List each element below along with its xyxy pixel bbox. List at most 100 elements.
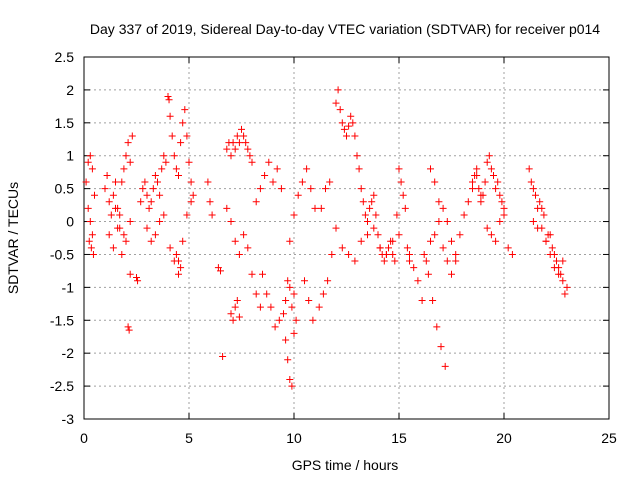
data-point <box>555 270 563 278</box>
data-point <box>118 178 126 186</box>
y-tick-label: 2 <box>66 82 74 98</box>
data-point <box>336 106 344 114</box>
data-point <box>122 152 130 160</box>
data-point <box>147 198 155 206</box>
data-point <box>124 139 132 147</box>
data-point <box>483 158 491 166</box>
data-point <box>305 297 313 305</box>
data-point <box>456 231 464 239</box>
data-point <box>89 250 97 258</box>
data-point <box>355 165 363 173</box>
data-point <box>536 198 544 206</box>
data-point <box>508 250 516 258</box>
data-point <box>189 191 197 199</box>
data-point <box>301 277 308 285</box>
data-point <box>179 119 187 127</box>
x-tick-label: 10 <box>286 430 302 446</box>
data-point <box>338 244 346 252</box>
data-point <box>481 178 489 186</box>
data-point <box>86 218 94 226</box>
data-point <box>107 211 115 219</box>
data-point <box>185 158 193 166</box>
data-point <box>233 132 241 140</box>
data-point <box>223 145 231 153</box>
data-point <box>223 204 231 212</box>
data-point <box>542 237 550 245</box>
data-point <box>118 250 126 258</box>
x-axis-label: GPS time / hours <box>292 457 399 473</box>
data-point <box>273 165 281 173</box>
data-point <box>443 218 451 226</box>
data-point <box>487 231 495 239</box>
data-point <box>370 191 378 199</box>
data-point <box>294 191 302 199</box>
data-point <box>166 112 174 120</box>
data-point <box>288 303 296 311</box>
data-point <box>309 316 317 324</box>
data-point <box>259 270 266 278</box>
data-point <box>233 297 241 305</box>
data-point <box>420 250 428 258</box>
data-point <box>534 224 542 232</box>
data-point <box>403 244 411 252</box>
data-point <box>240 132 248 140</box>
data-point <box>172 250 180 258</box>
data-point <box>122 237 130 245</box>
data-point <box>231 145 239 153</box>
data-point <box>328 250 336 258</box>
data-point <box>559 277 567 285</box>
y-tick-label: -1.5 <box>50 312 74 328</box>
data-point <box>149 185 157 193</box>
data-point <box>422 257 430 265</box>
data-point <box>443 257 451 265</box>
data-point <box>114 224 122 232</box>
data-point <box>103 171 111 179</box>
data-point <box>357 237 365 245</box>
chart-title: Day 337 of 2019, Sidereal Day-to-day VTE… <box>90 21 600 37</box>
data-point <box>206 198 214 206</box>
y-tick-label: -3 <box>62 411 75 427</box>
data-point <box>401 204 409 212</box>
data-point <box>282 336 290 344</box>
grid <box>84 57 609 419</box>
data-point <box>452 250 460 258</box>
data-point <box>380 257 388 265</box>
data-point <box>143 224 151 232</box>
data-point <box>84 204 92 212</box>
data-point <box>252 290 260 298</box>
data-point <box>319 290 327 298</box>
data-point <box>561 290 569 298</box>
data-point <box>134 277 142 285</box>
data-point <box>101 185 109 193</box>
data-point <box>280 310 287 318</box>
data-point <box>382 250 390 258</box>
data-point <box>235 313 243 321</box>
data-point <box>269 178 277 186</box>
data-point <box>242 139 250 147</box>
data-point <box>322 185 329 193</box>
data-point <box>256 303 264 311</box>
data-point <box>498 198 506 206</box>
data-point <box>496 218 504 226</box>
data-point <box>391 257 399 265</box>
plot-frame <box>83 56 610 420</box>
data-point <box>284 277 292 285</box>
data-point <box>477 198 485 206</box>
data-point <box>112 178 119 186</box>
data-point <box>441 362 449 370</box>
data-point <box>504 244 512 252</box>
data-point <box>494 178 502 186</box>
data-point <box>487 165 495 173</box>
data-point <box>244 244 252 252</box>
data-point <box>87 244 95 252</box>
data-point <box>166 244 174 252</box>
data-point <box>326 178 334 186</box>
data-point <box>546 250 554 258</box>
data-point <box>160 152 168 160</box>
data-point <box>471 171 479 179</box>
data-point <box>529 185 537 193</box>
data-point <box>275 316 283 324</box>
data-point <box>437 343 445 351</box>
data-point <box>120 165 128 173</box>
data-point <box>175 171 182 179</box>
